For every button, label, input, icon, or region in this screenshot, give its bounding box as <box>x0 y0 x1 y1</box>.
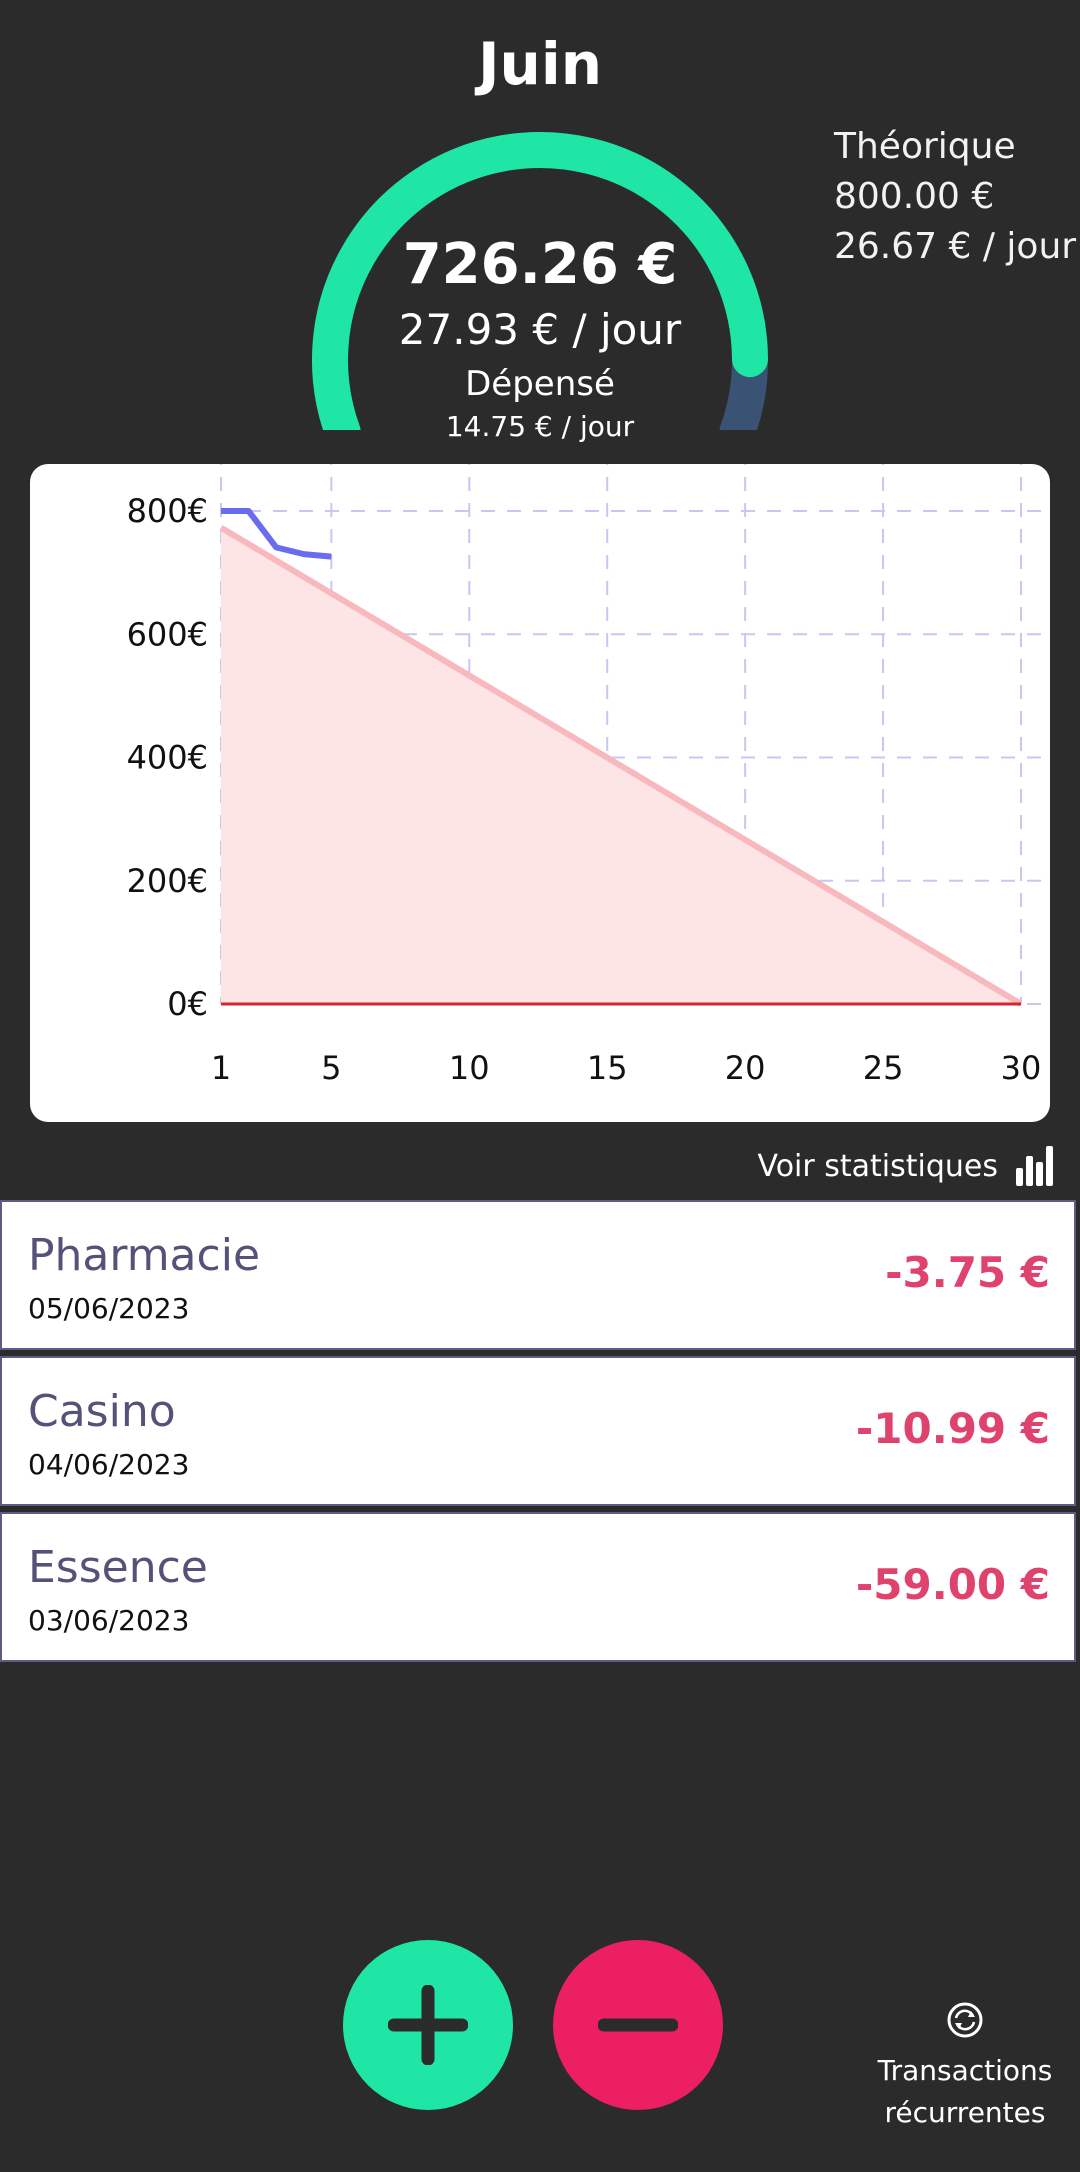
remaining-per-day: 27.93 € / jour <box>398 305 682 354</box>
y-tick-label: 800€ <box>127 492 208 530</box>
budget-gauge <box>312 132 768 430</box>
recurring-label-line2: récurrentes <box>884 2096 1046 2129</box>
view-statistics-link[interactable]: Voir statistiques <box>758 1142 1055 1190</box>
month-title: Juin <box>477 30 603 98</box>
add-transaction-button[interactable] <box>343 1940 513 2110</box>
y-tick-label: 0€ <box>167 985 208 1023</box>
x-tick-label: 1 <box>211 1049 231 1087</box>
remove-transaction-button[interactable] <box>553 1940 723 2110</box>
theoretical-line <box>219 525 1023 1007</box>
x-tick-label: 15 <box>587 1049 628 1087</box>
spent-label: Dépensé <box>465 364 615 404</box>
theoretical-per-day: 26.67 € / jour <box>834 226 1077 267</box>
transaction-name: Pharmacie <box>28 1230 261 1281</box>
y-tick-label: 400€ <box>127 739 208 777</box>
gauge-fill <box>312 132 768 430</box>
transaction-row[interactable]: Casino 04/06/2023 -10.99 € <box>0 1356 1076 1506</box>
minus-icon <box>598 2018 678 2032</box>
x-tick-label: 25 <box>863 1049 904 1087</box>
transaction-date: 03/06/2023 <box>28 1604 190 1637</box>
actual-line <box>221 508 332 560</box>
transaction-row[interactable]: Essence 03/06/2023 -59.00 € <box>0 1512 1076 1662</box>
recurring-transactions-button[interactable]: Transactions récurrentes <box>860 2000 1070 2134</box>
transaction-name: Essence <box>28 1542 208 1593</box>
x-tick-label: 20 <box>725 1049 766 1087</box>
transaction-row[interactable]: Pharmacie 05/06/2023 -3.75 € <box>0 1200 1076 1350</box>
theoretical-amount: 800.00 € <box>834 176 995 217</box>
transaction-amount: -10.99 € <box>855 1404 1050 1453</box>
plus-icon <box>388 1985 468 2065</box>
transaction-date: 04/06/2023 <box>28 1448 190 1481</box>
y-tick-label: 600€ <box>127 615 208 653</box>
bar-chart-icon <box>1016 1146 1053 1186</box>
view-statistics-label: Voir statistiques <box>757 1148 999 1184</box>
remaining-amount: 726.26 € <box>402 232 678 297</box>
transaction-amount: -3.75 € <box>885 1248 1050 1297</box>
transaction-amount: -59.00 € <box>855 1560 1050 1609</box>
transaction-date: 05/06/2023 <box>28 1292 190 1325</box>
x-tick-label: 30 <box>1001 1049 1042 1087</box>
budget-chart-card: 800€ 600€ 400€ 200€ 0€ 1 5 10 15 20 25 30 <box>30 464 1050 1122</box>
theoretical-label: Théorique <box>834 126 1016 167</box>
x-tick-label: 5 <box>321 1049 341 1087</box>
budget-chart: 800€600€400€200€0€1 5 10 15 20 25 30 <box>127 464 1050 1087</box>
x-tick-label: 10 <box>449 1049 490 1087</box>
transaction-name: Casino <box>28 1386 176 1437</box>
recurring-label-line1: Transactions <box>877 2054 1053 2087</box>
y-tick-label: 200€ <box>127 862 208 900</box>
refresh-icon <box>947 2002 983 2038</box>
spent-per-day: 14.75 € / jour <box>445 410 635 443</box>
